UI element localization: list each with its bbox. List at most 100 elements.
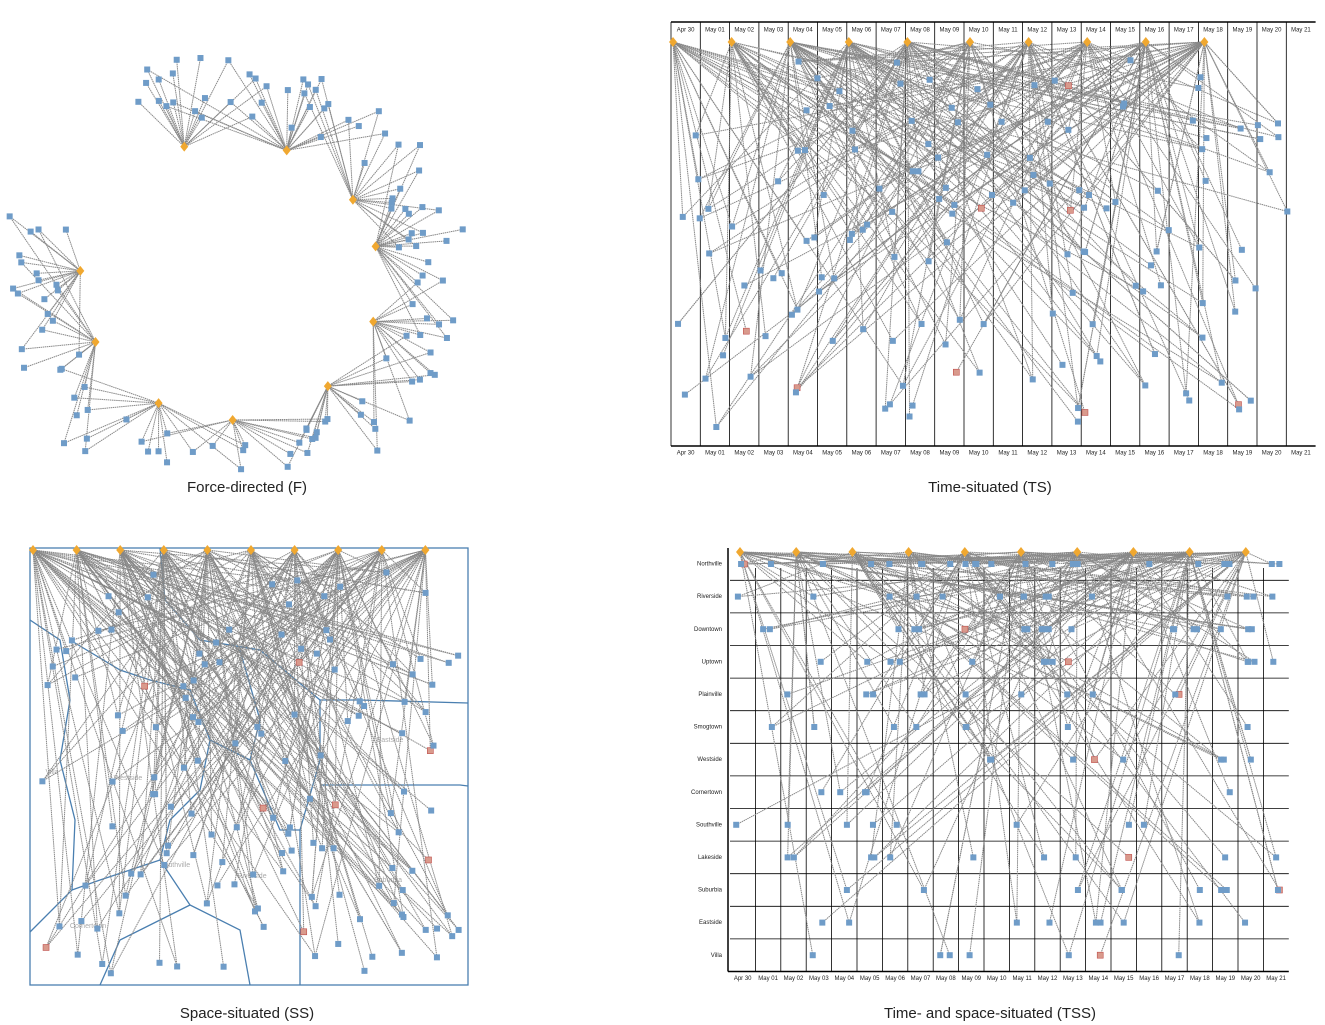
node [345, 718, 351, 724]
node [793, 389, 799, 395]
node [735, 594, 741, 600]
edge [1101, 552, 1190, 923]
node [830, 338, 836, 344]
node [1059, 362, 1065, 368]
node [202, 661, 208, 667]
node [768, 561, 774, 567]
node [738, 561, 744, 567]
node [1075, 419, 1081, 425]
date-label: May 08 [936, 976, 956, 982]
date-label: May 16 [1139, 976, 1159, 982]
node [39, 327, 45, 333]
node [1197, 74, 1203, 80]
node [863, 691, 869, 697]
date-label: May 05 [822, 28, 842, 34]
node [862, 789, 868, 795]
edge [33, 550, 111, 973]
node [889, 209, 895, 215]
edge [353, 171, 419, 200]
node [868, 854, 874, 860]
node [427, 370, 433, 376]
node [837, 789, 843, 795]
node [1270, 659, 1276, 665]
node [949, 105, 955, 111]
node [891, 254, 897, 260]
node [228, 99, 234, 105]
date-label: May 08 [910, 28, 930, 34]
node [361, 968, 367, 974]
date-label: May 07 [911, 976, 931, 982]
date-label: May 04 [793, 28, 813, 34]
node [321, 593, 327, 599]
node [331, 845, 337, 851]
node [190, 449, 196, 455]
node [180, 683, 186, 689]
node [436, 321, 442, 327]
node [16, 252, 22, 258]
node [1236, 406, 1242, 412]
node [279, 632, 285, 638]
node [1030, 172, 1036, 178]
node [417, 377, 423, 383]
date-label: May 16 [1145, 451, 1165, 457]
node [1094, 353, 1100, 359]
node [400, 887, 406, 893]
node [911, 626, 917, 632]
node [156, 76, 162, 82]
node [116, 609, 122, 615]
node [997, 594, 1003, 600]
caption: Force-directed (F) [187, 479, 307, 496]
node [254, 724, 260, 730]
node [1269, 561, 1275, 567]
node [312, 953, 318, 959]
node [195, 758, 201, 764]
node [775, 178, 781, 184]
node [413, 243, 419, 249]
edge [18, 293, 96, 342]
node [1046, 920, 1052, 926]
node [261, 924, 267, 930]
date-label: May 02 [784, 976, 804, 982]
node [1224, 594, 1230, 600]
edge [1204, 42, 1235, 280]
node [1255, 122, 1261, 128]
node [289, 125, 295, 131]
date-label: May 12 [1027, 451, 1047, 457]
node [94, 926, 100, 932]
node [415, 279, 421, 285]
node [1284, 208, 1290, 214]
node [423, 927, 429, 933]
node [1196, 245, 1202, 251]
node [741, 282, 747, 288]
edge [1029, 42, 1190, 400]
row-label: Uptown [702, 659, 722, 665]
caption: Time-situated (TS) [928, 479, 1052, 496]
node [1081, 248, 1087, 254]
edge [867, 552, 965, 792]
edge [1203, 42, 1205, 303]
node [1112, 199, 1118, 205]
node [695, 176, 701, 182]
node [1140, 288, 1146, 294]
node [417, 332, 423, 338]
node [455, 653, 461, 659]
date-label: May 19 [1215, 976, 1235, 982]
node [962, 561, 968, 567]
node [183, 695, 189, 701]
node [123, 893, 129, 899]
node [420, 273, 426, 279]
edge [146, 83, 184, 147]
node [214, 882, 220, 888]
node [192, 108, 198, 114]
node [99, 961, 105, 967]
node [940, 594, 946, 600]
node [164, 459, 170, 465]
row-label: Downtown [694, 627, 722, 633]
node [376, 108, 382, 114]
node [289, 848, 295, 854]
node [250, 872, 256, 878]
figure: Force-directed (F) Time-situated (TS) Sp… [0, 0, 1325, 1025]
node [287, 824, 293, 830]
node [195, 719, 201, 725]
node [1221, 561, 1227, 567]
